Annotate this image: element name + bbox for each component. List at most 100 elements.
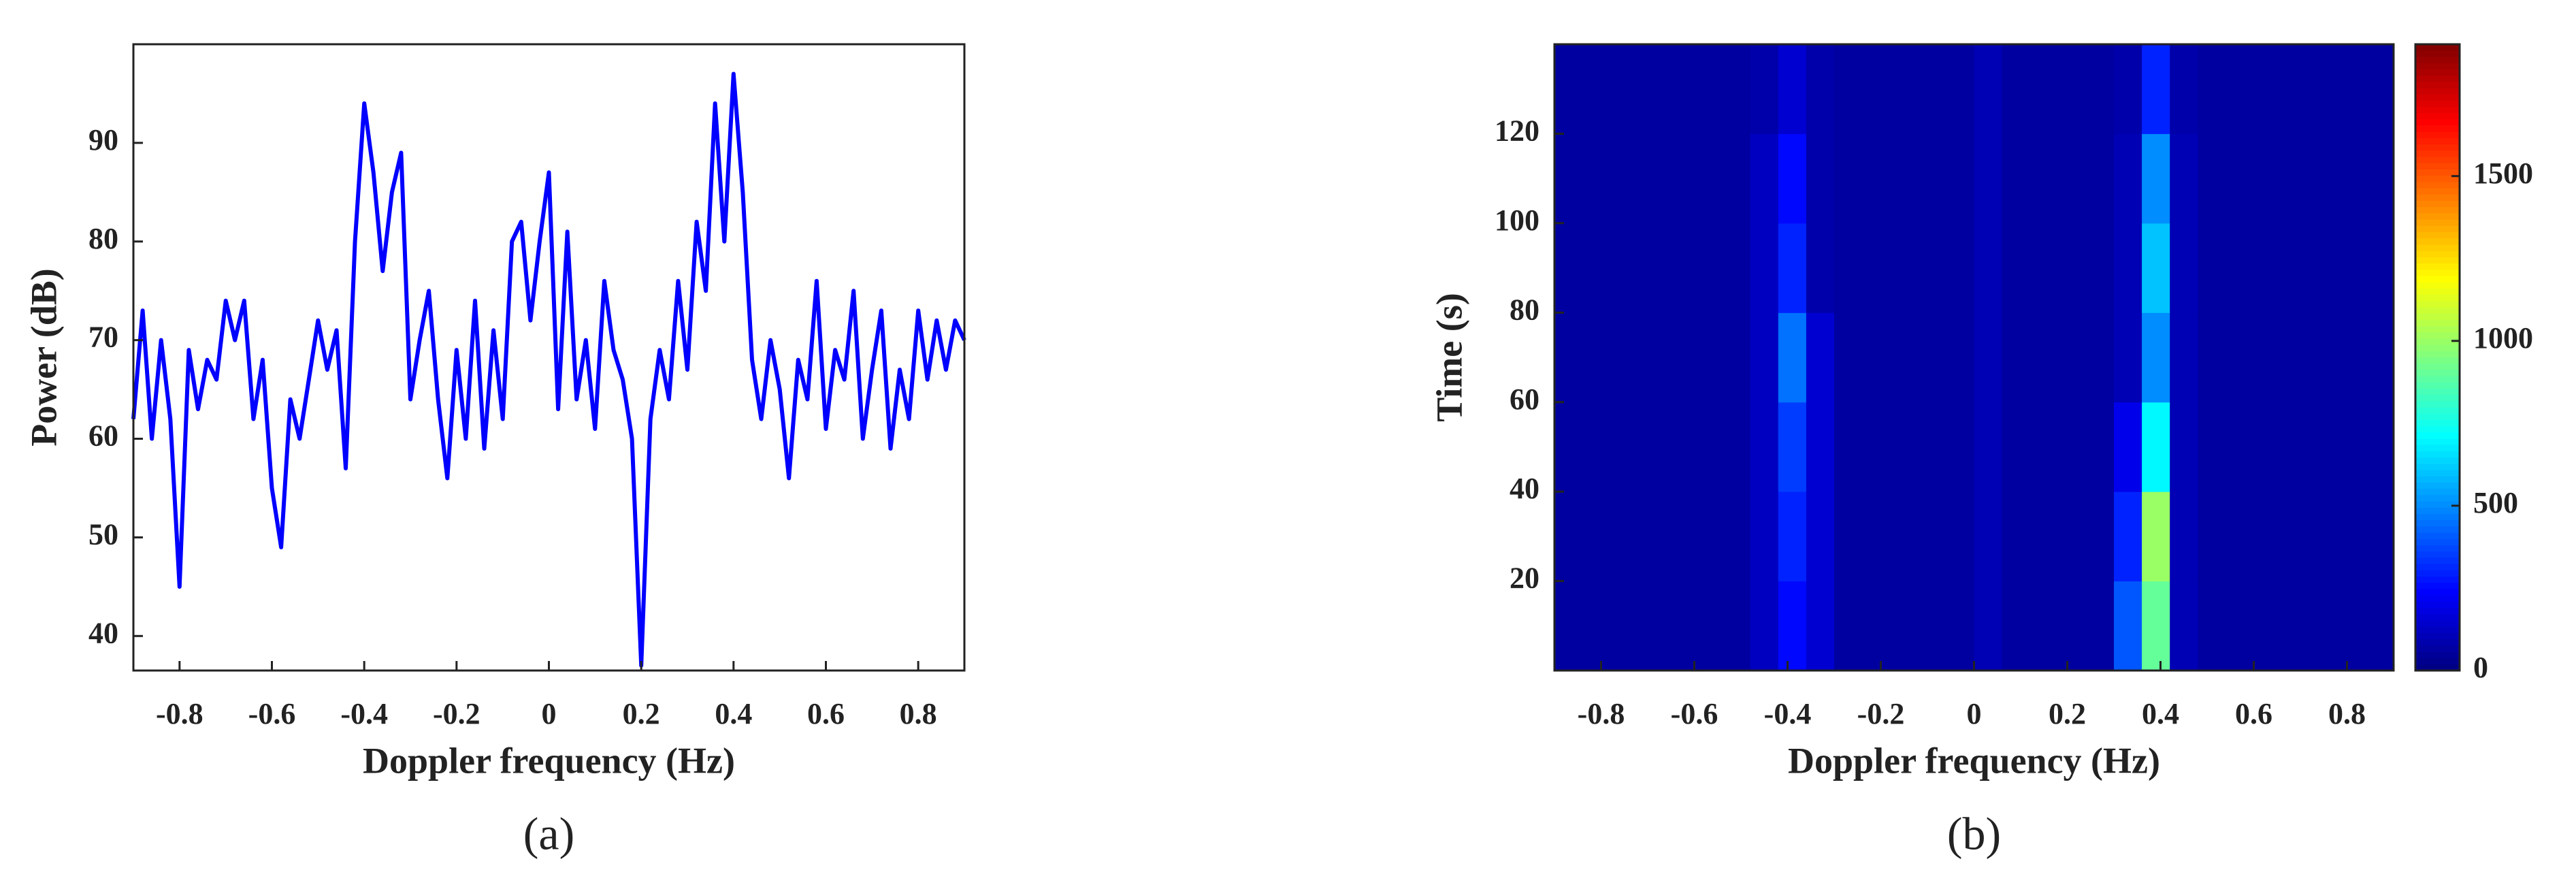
heat-cell: [2365, 402, 2394, 492]
heat-cell: [1610, 491, 1639, 582]
heat-cell: [1554, 491, 1583, 582]
x-tick-label: -0.2: [1857, 697, 1905, 730]
heat-cell: [1666, 581, 1695, 671]
colorbar-step: [2415, 608, 2460, 615]
heat-cell: [2226, 491, 2254, 582]
heat-cell: [1638, 581, 1667, 671]
heat-cell: [1946, 491, 1974, 582]
heat-cell: [2029, 491, 2059, 582]
colorbar-step: [2415, 194, 2460, 201]
colorbar-step: [2415, 113, 2460, 120]
colorbar-step: [2415, 389, 2460, 396]
heat-cell: [2057, 402, 2087, 492]
y-tick-label: 100: [1495, 204, 1539, 237]
heat-cell: [1862, 491, 1891, 582]
heat-cell: [2253, 133, 2283, 224]
x-tick-label: 0.4: [2142, 697, 2179, 730]
heat-cell: [2029, 44, 2059, 134]
heat-cell: [1638, 491, 1667, 582]
heat-cell: [1638, 44, 1667, 134]
colorbar-step: [2415, 432, 2460, 440]
heat-cell: [2198, 44, 2226, 134]
heat-cell: [1554, 312, 1583, 403]
colorbar-step: [2415, 651, 2460, 659]
colorbar-step: [2415, 632, 2460, 640]
heat-cell: [2281, 133, 2311, 224]
colorbar-step: [2415, 257, 2460, 264]
heat-cell: [1722, 581, 1751, 671]
heat-cell: [2057, 44, 2087, 134]
heat-cell: [2337, 491, 2366, 582]
y-tick-label: 60: [88, 419, 118, 453]
heat-cell: [2029, 133, 2059, 224]
colorbar-step: [2415, 664, 2460, 671]
heat-cell: [1750, 402, 1779, 492]
colorbar-step: [2415, 514, 2460, 521]
heat-cell: [1778, 133, 1807, 224]
colorbar-step: [2415, 307, 2460, 315]
heat-cell: [2337, 312, 2366, 403]
heat-cell: [1918, 491, 1946, 582]
heat-cell: [1582, 402, 1611, 492]
heat-cell: [1610, 312, 1639, 403]
heat-cell: [1554, 223, 1583, 313]
heat-cell: [2309, 44, 2338, 134]
heat-cell: [1862, 312, 1891, 403]
x-tick-label: -0.6: [1671, 697, 1718, 730]
colorbar-step: [2415, 295, 2460, 302]
colorbar-step: [2415, 445, 2460, 452]
heat-cell: [1694, 44, 1723, 134]
heat-cell: [1806, 312, 1835, 403]
heat-cell: [1974, 312, 2003, 403]
colorbar-step: [2415, 483, 2460, 489]
x-tick-label: 0.8: [2328, 697, 2366, 730]
heat-cell: [2337, 44, 2366, 134]
colorbar-step: [2415, 225, 2460, 233]
heat-cell: [1610, 402, 1639, 492]
heat-cell: [1890, 312, 1919, 403]
heat-cell: [2365, 491, 2394, 582]
heat-cell: [1610, 581, 1639, 671]
heat-cell: [2085, 133, 2115, 224]
heat-cell: [1582, 491, 1611, 582]
colorbar-tick-label: 500: [2473, 486, 2518, 519]
heat-cell: [2002, 312, 2031, 403]
colorbar-step: [2415, 82, 2460, 88]
heat-cell: [2057, 581, 2087, 671]
colorbar-step: [2415, 270, 2460, 276]
colorbar-step: [2415, 232, 2460, 239]
heat-cell: [1806, 133, 1835, 224]
heat-cell: [2226, 223, 2254, 313]
heat-cell: [1918, 312, 1946, 403]
heat-cell: [2365, 44, 2394, 134]
colorbar-step: [2415, 420, 2460, 427]
colorbar-step: [2415, 288, 2460, 295]
heat-cell: [2337, 223, 2366, 313]
colorbar-step: [2415, 163, 2460, 170]
heat-cell: [2253, 44, 2283, 134]
heat-cell: [1694, 402, 1723, 492]
colorbar-step: [2415, 131, 2460, 139]
heat-cell: [1582, 133, 1611, 224]
heat-cell: [1666, 223, 1695, 313]
colorbar-frame: [2414, 43, 2461, 672]
colorbar-step: [2415, 376, 2460, 383]
colorbar-step: [2415, 150, 2460, 158]
heat-cell: [2114, 44, 2142, 134]
x-tick-label: 0.6: [2235, 697, 2272, 730]
colorbar-step: [2415, 201, 2460, 208]
colorbar-step: [2415, 551, 2460, 558]
colorbar-step: [2415, 213, 2460, 221]
heat-cell: [1890, 223, 1919, 313]
heat-cell: [2002, 44, 2031, 134]
heat-cell: [2142, 491, 2170, 582]
colorbar-step: [2415, 357, 2460, 364]
colorbar-step: [2415, 620, 2460, 628]
heat-cell: [1666, 133, 1695, 224]
heat-cell: [1946, 312, 1974, 403]
heat-cell: [2337, 402, 2366, 492]
heat-cell: [1946, 44, 1974, 134]
heat-cell: [1946, 223, 1974, 313]
colorbar-step: [2415, 50, 2460, 57]
heat-cell: [2226, 133, 2254, 224]
